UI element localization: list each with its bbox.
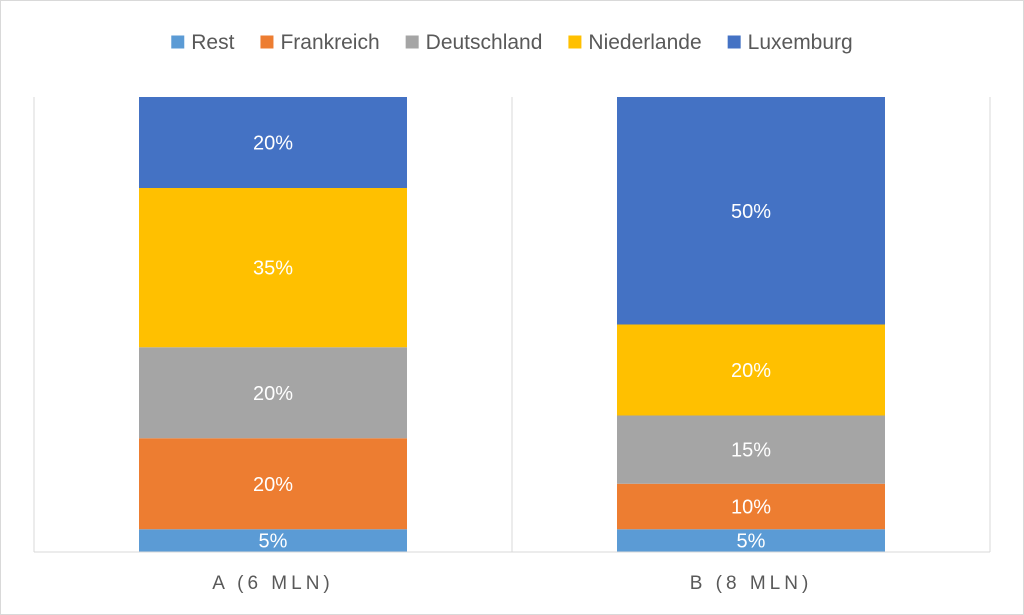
category-label: B (8 MLN) — [690, 573, 813, 594]
x-axis-tick-labels: A (6 MLN) B (8 MLN) — [212, 573, 813, 594]
data-label-rest: 5% — [737, 531, 766, 553]
bar-segment-luxemburg — [139, 97, 407, 188]
category-dividers — [33, 97, 991, 552]
data-label-luxemburg: 20% — [253, 133, 293, 155]
bar-segment-rest — [617, 529, 885, 552]
legend-label: Niederlande — [588, 31, 701, 54]
data-labels: 5% 20% 20% 35% 20% 5% 10% 15% 20% 50% — [253, 133, 771, 553]
bar-segment-luxemburg — [617, 97, 885, 325]
legend-label: Frankreich — [280, 31, 379, 54]
legend-item-deutschland: Deutschland — [405, 31, 543, 54]
legend-swatch — [568, 35, 582, 49]
bar-segment-niederlande — [139, 188, 407, 348]
data-label-luxemburg: 50% — [731, 201, 771, 223]
data-label-deutschland: 15% — [731, 440, 771, 462]
data-label-frankreich: 10% — [731, 497, 771, 519]
legend-swatch — [405, 35, 419, 49]
legend-item-niederlande: Niederlande — [568, 31, 702, 54]
legend-label: Luxemburg — [748, 31, 853, 54]
legend-swatch — [171, 35, 185, 49]
bar-segment-deutschland — [617, 415, 885, 484]
bar-segment-deutschland — [139, 347, 407, 439]
legend-item-frankreich: Frankreich — [260, 31, 380, 54]
bar-segment-rest — [139, 529, 407, 552]
bar-segment-frankreich — [139, 438, 407, 530]
data-label-niederlande: 20% — [731, 360, 771, 382]
bar-segment-niederlande — [617, 324, 885, 416]
data-label-rest: 5% — [259, 531, 288, 553]
legend-item-rest: Rest — [171, 31, 235, 54]
data-label-frankreich: 20% — [253, 474, 293, 496]
legend-swatch — [260, 35, 274, 49]
bar-segment-frankreich — [617, 483, 885, 530]
bar-stacks — [139, 97, 885, 552]
legend-label: Rest — [191, 31, 234, 54]
legend: Rest Frankreich Deutschland Niederlande Luxe… — [171, 31, 853, 54]
legend-swatch — [727, 35, 741, 49]
category-label: A (6 MLN) — [212, 573, 334, 594]
data-label-deutschland: 20% — [253, 383, 293, 405]
data-label-niederlande: 35% — [253, 258, 293, 280]
legend-label: Deutschland — [426, 31, 543, 54]
legend-item-luxemburg: Luxemburg — [727, 31, 853, 54]
